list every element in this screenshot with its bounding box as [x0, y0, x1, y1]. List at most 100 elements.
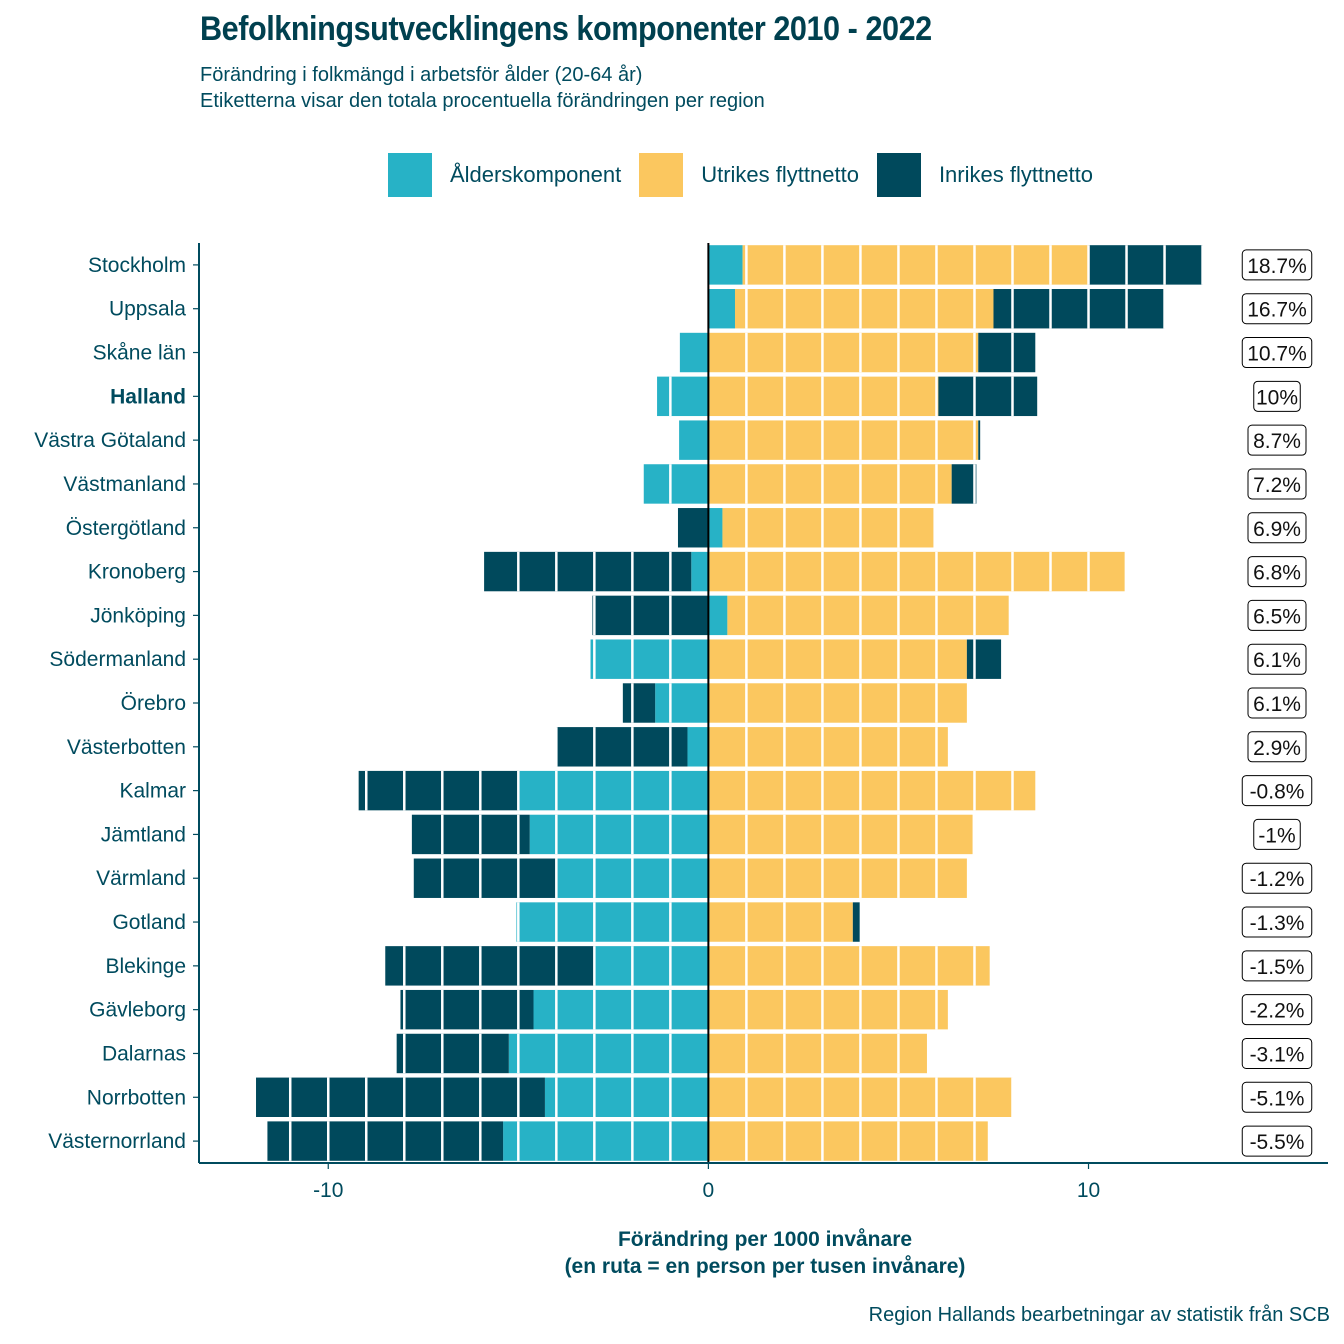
- y-tick-label: Västernorrland: [48, 1130, 186, 1153]
- bar-segment: [708, 946, 990, 986]
- y-tick-label: Jämtland: [101, 823, 186, 846]
- total-change-label-box: [1241, 775, 1313, 807]
- bar-segment: [400, 989, 534, 1030]
- total-change-label: 10.7%: [1247, 343, 1307, 366]
- total-change-label-box: [1253, 380, 1301, 412]
- total-change-label: -1%: [1258, 824, 1295, 847]
- total-change-label-box: [1247, 512, 1307, 544]
- x-axis-title-line-1: Förändring per 1000 invånare: [617, 1228, 913, 1251]
- x-axis-title-line-2: (en ruta = en person per tusen invånare): [564, 1255, 966, 1278]
- x-axis-title: Förändring per 1000 invånare (en ruta = …: [450, 1226, 1080, 1280]
- source-caption: Region Hallands bearbetningar av statist…: [868, 1304, 1330, 1326]
- bar-segment: [852, 902, 860, 942]
- legend-swatch: [876, 153, 921, 197]
- y-tick-label: Kronoberg: [88, 561, 186, 584]
- y-tick-label: Gotland: [112, 911, 186, 934]
- bar-segment: [708, 508, 723, 548]
- chart-subtitle: Förändring i folkmängd i arbetsför ålder…: [200, 62, 765, 114]
- bar-segment: [708, 858, 967, 898]
- bar-segment: [708, 902, 853, 942]
- total-change-label-box: [1241, 950, 1313, 982]
- legend: Ålderskomponent Utrikes flyttnetto Inrik…: [388, 153, 1111, 197]
- total-change-label: 6.9%: [1253, 518, 1301, 541]
- legend-item-inrikes: Inrikes flyttnetto: [876, 153, 1093, 197]
- bar-segment: [708, 1121, 988, 1161]
- bar-segment: [556, 727, 688, 767]
- total-change-label: -1.2%: [1250, 868, 1305, 891]
- bar-segment: [734, 289, 994, 329]
- bar-segment: [708, 770, 1036, 811]
- total-change-label-box: [1247, 424, 1307, 456]
- total-change-label-box: [1241, 1125, 1313, 1157]
- bar-segment: [518, 770, 709, 811]
- bar-segment: [484, 551, 692, 592]
- total-change-label: 6.5%: [1253, 605, 1301, 628]
- total-change-label: 2.9%: [1253, 737, 1301, 760]
- legend-item-utrikes: Utrikes flyttnetto: [639, 153, 859, 197]
- bar-segment: [1088, 245, 1203, 285]
- total-change-label-box: [1247, 599, 1307, 631]
- y-tick-label: Jönköping: [90, 604, 186, 627]
- legend-swatch: [639, 153, 684, 197]
- bar-segment: [691, 551, 709, 592]
- bar-segment: [529, 814, 709, 855]
- bar-segment: [657, 376, 709, 417]
- x-tick-label: -10: [313, 1179, 343, 1202]
- bar-segment: [708, 595, 728, 636]
- y-tick-label: Östergötland: [66, 517, 186, 540]
- bar-segment: [687, 727, 709, 767]
- total-change-label: -0.8%: [1250, 781, 1305, 804]
- bar-segment: [677, 508, 709, 548]
- legend-item-alderskomponent: Ålderskomponent: [388, 153, 621, 197]
- bar-segment: [267, 1121, 504, 1161]
- bar-segment: [256, 1077, 545, 1117]
- bar-segment: [708, 727, 948, 767]
- total-change-label-box: [1241, 862, 1313, 894]
- bar-segment: [396, 1033, 509, 1074]
- subtitle-line-2: Etiketterna visar den totala procentuell…: [200, 90, 765, 112]
- total-change-label-box: [1241, 293, 1313, 325]
- legend-label: Ålderskomponent: [450, 162, 622, 187]
- total-change-label: 18.7%: [1247, 255, 1307, 278]
- legend-label: Utrikes flyttnetto: [701, 162, 859, 187]
- bar-segment: [978, 420, 981, 460]
- total-change-label: 6.8%: [1253, 562, 1301, 585]
- bar-segment: [594, 946, 709, 986]
- bar-segment: [938, 376, 1038, 417]
- bar-segment: [978, 332, 1036, 373]
- total-change-label: -1.3%: [1250, 912, 1305, 935]
- bar-segment: [951, 464, 977, 504]
- y-tick-label: Dalarnas: [102, 1042, 186, 1065]
- bar-segment: [708, 1033, 927, 1074]
- total-change-label-box: [1247, 556, 1307, 588]
- bar-segment: [708, 332, 979, 373]
- total-change-label-box: [1241, 906, 1313, 938]
- bar-segment: [643, 464, 709, 504]
- total-change-label-box: [1241, 337, 1313, 369]
- total-change-label: -2.2%: [1250, 1000, 1305, 1023]
- total-change-label-box: [1241, 1037, 1313, 1069]
- bar-segment: [516, 902, 709, 942]
- y-tick-label: Örebro: [121, 692, 186, 715]
- subtitle-line-1: Förändring i folkmängd i arbetsför ålder…: [200, 64, 643, 86]
- chart-title: Befolkningsutvecklingens komponenter 201…: [200, 10, 932, 48]
- bar-segment: [544, 1077, 709, 1117]
- bar-segment: [413, 858, 557, 898]
- total-change-label: 10%: [1256, 386, 1298, 409]
- total-change-label-box: [1241, 994, 1313, 1026]
- y-tick-label: Värmland: [96, 867, 186, 890]
- y-tick-label: Västerbotten: [67, 736, 186, 759]
- bar-segment: [993, 289, 1165, 329]
- total-change-label-box: [1247, 687, 1307, 719]
- bar-segment: [708, 551, 1125, 592]
- total-change-label: -5.1%: [1250, 1087, 1305, 1110]
- bar-segment: [966, 639, 1002, 679]
- total-change-label: 8.7%: [1253, 430, 1301, 453]
- y-tick-label: Stockholm: [88, 254, 186, 277]
- total-change-label: 7.2%: [1253, 474, 1301, 497]
- bar-segment: [742, 245, 1089, 285]
- bar-segment: [727, 595, 1009, 636]
- bar-segment: [590, 639, 709, 679]
- x-tick-label: 10: [1077, 1179, 1100, 1202]
